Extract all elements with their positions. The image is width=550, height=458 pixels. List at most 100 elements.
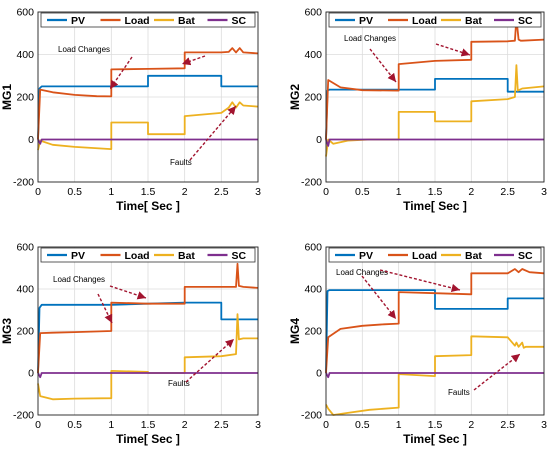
series-line-sc <box>325 138 544 147</box>
legend-box <box>40 12 256 28</box>
legend-label-load: Load <box>412 250 437 262</box>
y-tick-label: -200 <box>301 410 322 422</box>
legend-label-sc: SC <box>518 250 533 262</box>
x-tick-label: 2 <box>182 186 188 198</box>
annotation-arrow <box>181 55 206 66</box>
legend-label-pv: PV <box>71 15 85 27</box>
x-tick-label: 0.5 <box>67 186 82 198</box>
x-tick-label: 0 <box>35 419 41 431</box>
series-line-pv <box>37 74 258 140</box>
y-tick-label: -200 <box>301 177 322 189</box>
annotation-label: Load Changes <box>58 45 110 54</box>
series-line-bat <box>325 335 544 416</box>
x-tick-label: 1.5 <box>141 419 156 431</box>
x-tick-label: 2 <box>182 419 188 431</box>
x-tick-label: 1 <box>108 186 114 198</box>
x-tick-label: 0.5 <box>355 419 370 431</box>
x-axis-label: Time[ Sec ] <box>403 199 467 213</box>
x-tick-label: 3 <box>541 186 547 198</box>
x-tick-label: 3 <box>541 419 547 431</box>
legend-box <box>328 247 542 263</box>
y-tick-label: 200 <box>16 92 34 104</box>
y-tick-label: 600 <box>16 242 34 254</box>
series-line-bat <box>37 101 259 151</box>
legend-label-load: Load <box>125 250 150 262</box>
legend-box <box>40 247 256 263</box>
x-tick-label: 0 <box>323 419 329 431</box>
annotation-label: Faults <box>168 379 190 388</box>
legend-label-sc: SC <box>232 15 247 27</box>
series-line-sc <box>325 372 544 379</box>
x-tick-label: 2 <box>468 186 474 198</box>
x-tick-label: 0 <box>35 186 41 198</box>
series-line-sc <box>37 372 258 379</box>
series-line-load <box>325 268 545 374</box>
axes-box <box>325 246 545 416</box>
y-axis-label: MG1 <box>0 84 14 110</box>
x-tick-label: 3 <box>255 186 261 198</box>
annotation-label: Load Changes <box>53 275 105 284</box>
x-axis-label: Time[ Sec ] <box>403 432 467 446</box>
axes-box <box>37 11 259 183</box>
legend-label-load: Load <box>125 15 150 27</box>
legend-box <box>328 12 542 28</box>
y-tick-label: 400 <box>304 49 322 61</box>
annotation-arrow <box>361 275 397 320</box>
y-tick-label: 200 <box>16 326 34 338</box>
x-tick-label: 1 <box>396 419 402 431</box>
x-tick-label: 1.5 <box>428 186 443 198</box>
y-tick-label: 0 <box>316 368 322 380</box>
legend-label-load: Load <box>412 15 437 27</box>
y-tick-label: 200 <box>304 326 322 338</box>
x-tick-label: 1 <box>108 419 114 431</box>
y-tick-label: 0 <box>28 368 34 380</box>
x-tick-label: 1.5 <box>141 186 156 198</box>
x-tick-label: 0.5 <box>67 419 82 431</box>
x-tick-label: 1.5 <box>428 419 443 431</box>
y-axis-label: MG4 <box>288 318 302 344</box>
x-tick-label: 0 <box>323 186 329 198</box>
y-axis-label: MG2 <box>288 84 302 110</box>
legend-label-sc: SC <box>518 15 533 27</box>
series-line-bat <box>325 64 545 157</box>
y-tick-label: 0 <box>316 134 322 146</box>
y-tick-label: 200 <box>304 92 322 104</box>
annotation-arrow <box>435 43 471 57</box>
x-tick-label: 2.5 <box>214 186 229 198</box>
axes-box <box>325 11 545 183</box>
axes-box <box>37 246 259 416</box>
legend-label-pv: PV <box>359 250 373 262</box>
x-axis-label: Time[ Sec ] <box>116 432 180 446</box>
series-line-load <box>325 17 545 140</box>
legend-label-bat: Bat <box>178 15 195 27</box>
legend-label-bat: Bat <box>465 250 482 262</box>
x-tick-label: 2.5 <box>500 186 515 198</box>
y-tick-label: 400 <box>16 284 34 296</box>
y-tick-label: -200 <box>13 177 34 189</box>
legend-label-bat: Bat <box>465 15 482 27</box>
legend-label-pv: PV <box>359 15 373 27</box>
annotation-arrow <box>109 56 133 90</box>
annotation-label: Faults <box>448 388 470 397</box>
y-tick-label: 600 <box>304 7 322 19</box>
x-axis-label: Time[ Sec ] <box>116 199 180 213</box>
x-tick-label: 2.5 <box>500 419 515 431</box>
annotation-label: Load Changes <box>336 268 388 277</box>
annotation-arrow <box>379 269 461 293</box>
annotation-arrow <box>97 293 113 324</box>
annotation-arrow <box>109 285 147 300</box>
x-tick-label: 3 <box>255 419 261 431</box>
y-tick-label: 400 <box>304 284 322 296</box>
y-axis-label: MG3 <box>0 318 14 344</box>
x-tick-label: 2.5 <box>214 419 229 431</box>
series-line-load <box>37 262 259 374</box>
annotation-arrow <box>369 48 397 83</box>
y-tick-label: 600 <box>16 7 34 19</box>
annotation-label: Load Changes <box>344 34 396 43</box>
annotation-arrow <box>189 105 237 161</box>
y-tick-label: 400 <box>16 49 34 61</box>
